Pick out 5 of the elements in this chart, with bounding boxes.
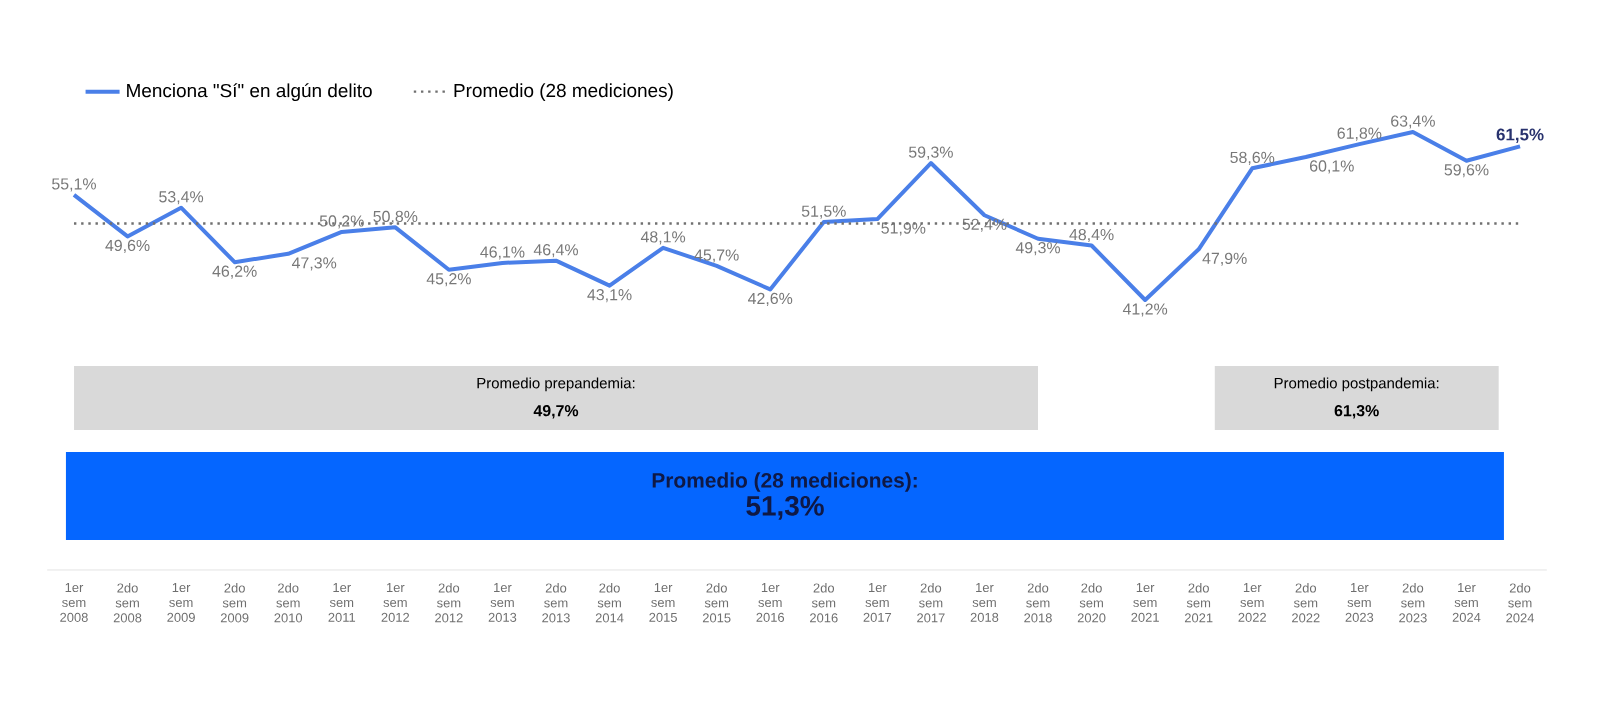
text: Promedio (28 mediciones):: [652, 472, 917, 492]
text: 51,3%: [746, 495, 824, 520]
data-label: 61,5%: [1496, 128, 1544, 143]
legend-label: Menciona "Sí" en algún delito: [127, 83, 372, 102]
legend-label: Promedio (28 mediciones): [454, 83, 673, 101]
